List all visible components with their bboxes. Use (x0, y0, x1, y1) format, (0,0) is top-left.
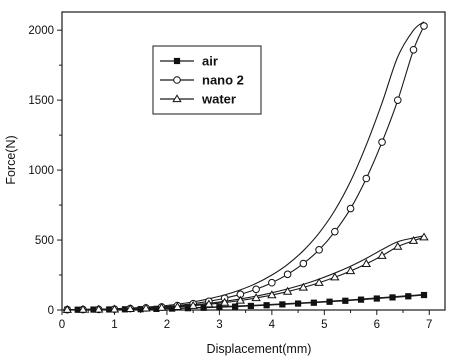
data-point (408, 235, 419, 244)
x-tick-label: 2 (164, 319, 170, 331)
data-point (330, 272, 340, 281)
data-point (378, 138, 386, 146)
legend-label: nano 2 (202, 73, 244, 88)
data-point (373, 295, 380, 302)
data-point (299, 259, 308, 268)
y-tick-label: 1500 (28, 95, 54, 107)
x-tick-label: 0 (59, 319, 65, 331)
data-point (294, 300, 302, 307)
x-tick-label: 6 (374, 319, 380, 331)
y-tick-label: 500 (35, 235, 54, 247)
data-point (342, 297, 349, 304)
data-point (420, 291, 428, 299)
x-tick-label: 3 (216, 319, 222, 331)
data-point (267, 290, 277, 299)
data-point (157, 302, 167, 311)
data-point (357, 296, 365, 303)
series-upper-line (67, 293, 425, 311)
data-point (393, 96, 402, 104)
data-point (419, 232, 429, 241)
series-water (62, 232, 429, 313)
x-tick-label: 7 (426, 319, 432, 331)
data-point (377, 250, 387, 259)
data-point (345, 266, 356, 275)
data-point (109, 304, 120, 313)
data-point (393, 241, 403, 250)
x-tick-label: 5 (321, 319, 327, 331)
legend-label: water (201, 92, 236, 107)
x-tick-label: 4 (269, 319, 276, 331)
data-point (405, 293, 412, 300)
data-point (204, 299, 214, 308)
data-point (279, 301, 286, 308)
data-point (247, 302, 254, 310)
data-point (216, 304, 223, 311)
y-tick-label: 2000 (28, 25, 54, 37)
data-point (251, 293, 261, 302)
legend-label: air (202, 54, 218, 69)
data-point (172, 301, 183, 310)
data-point (310, 299, 317, 306)
data-point (125, 304, 135, 313)
data-point (282, 286, 293, 295)
data-point (219, 297, 230, 306)
data-point (331, 227, 339, 236)
data-point (94, 304, 104, 313)
data-point (283, 270, 292, 279)
legend-marker (172, 94, 182, 103)
data-point (346, 204, 355, 213)
data-point (78, 304, 88, 313)
data-point (315, 246, 323, 254)
data-point (361, 259, 371, 267)
plot-frame (61, 11, 446, 311)
x-tick-label: 1 (111, 319, 117, 331)
legend-marker (173, 57, 181, 65)
series-layer (62, 21, 429, 314)
data-point (326, 298, 333, 305)
data-point (141, 303, 151, 312)
data-point (268, 278, 276, 287)
data-point (62, 304, 72, 313)
data-point (188, 300, 198, 309)
y-tick-label: 1000 (28, 165, 54, 177)
legend: air nano 2 water (152, 45, 262, 115)
data-point (263, 302, 270, 309)
data-point (409, 45, 418, 54)
series-line (67, 294, 425, 311)
plot-area: 0 1 2 3 4 5 6 7 0 500 1000 1500 2000 (28, 11, 446, 331)
y-axis-label: Force(N) (4, 135, 18, 184)
legend-marker (173, 76, 181, 84)
data-point (235, 295, 246, 304)
data-point (389, 294, 396, 301)
x-axis-label: Displacement(mm) (207, 342, 312, 356)
y-tick-label: 0 (48, 305, 54, 317)
data-point (252, 285, 260, 294)
data-point (420, 22, 428, 30)
data-point (232, 303, 239, 310)
data-point (362, 174, 371, 183)
data-point (314, 277, 324, 286)
data-point (298, 282, 309, 291)
